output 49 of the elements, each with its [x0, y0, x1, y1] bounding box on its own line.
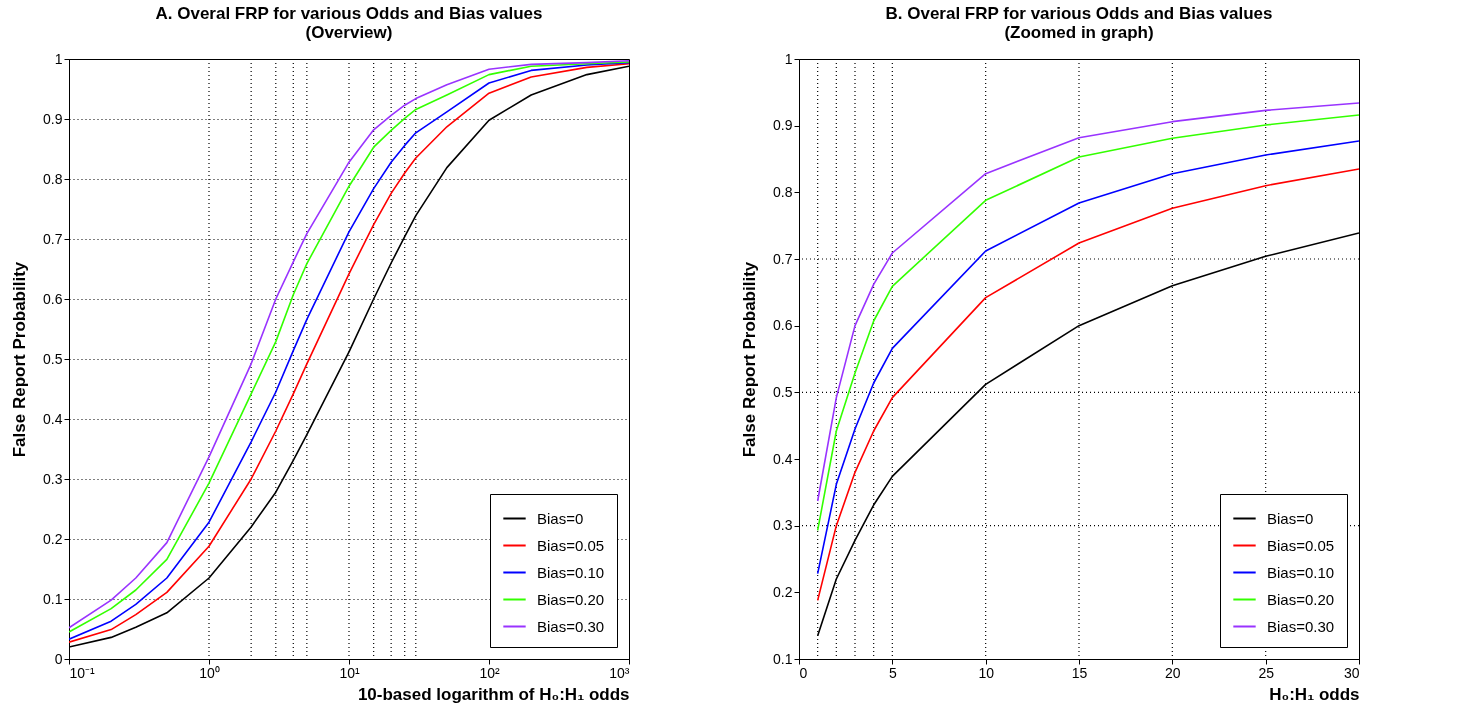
x-tick-label: 10⁻¹: [69, 664, 96, 681]
legend-label: Bias=0.10: [537, 563, 605, 581]
y-axis-title: False Report Probability: [740, 261, 760, 458]
y-tick-label: 0.7: [773, 250, 793, 267]
x-tick-label: 10²: [479, 664, 500, 681]
y-tick-label: 0.9: [43, 110, 63, 127]
y-tick-label: 0.3: [43, 470, 63, 487]
y-tick-label: 0.9: [773, 117, 793, 134]
y-tick-label: 0.1: [43, 590, 63, 607]
y-tick-label: 0.4: [773, 450, 793, 467]
y-tick-label: 0: [54, 650, 63, 667]
y-tick-label: 0.8: [773, 183, 793, 200]
y-tick-label: 0.8: [43, 170, 63, 187]
x-tick-label: 30: [1343, 664, 1360, 681]
y-tick-label: 0.5: [43, 350, 63, 367]
legend-label: Bias=0: [1267, 509, 1314, 527]
x-tick-label: 10: [978, 664, 995, 681]
y-tick-label: 1: [54, 50, 63, 67]
x-tick-label: 5: [888, 664, 897, 681]
x-tick-label: 10⁰: [199, 664, 220, 681]
y-tick-label: 0.6: [43, 290, 63, 307]
legend-label: Bias=0.30: [1267, 617, 1335, 635]
chart-title: A. Overal FRP for various Odds and Bias values (Overview): [155, 4, 543, 42]
x-tick-label: 10¹: [339, 664, 360, 681]
legend-label: Bias=0.10: [1267, 563, 1335, 581]
legend-label: Bias=0.20: [537, 590, 605, 608]
y-tick-label: 0.3: [773, 517, 793, 534]
y-tick-label: 0.2: [43, 530, 63, 547]
legend-label: Bias=0.05: [537, 536, 605, 554]
legend-label: Bias=0.30: [537, 617, 605, 635]
legend-label: Bias=0.05: [1267, 536, 1335, 554]
y-tick-label: 0.7: [43, 230, 63, 247]
x-axis-title: H₀:H₁ odds: [1269, 684, 1360, 704]
x-tick-label: 25: [1258, 664, 1275, 681]
x-axis-title: 10-based logarithm of H₀:H₁ odds: [357, 684, 630, 704]
x-tick-label: 20: [1165, 664, 1181, 681]
y-tick-label: 0.6: [773, 317, 793, 334]
y-tick-label: 0.2: [773, 583, 793, 600]
y-tick-label: 0.1: [773, 650, 793, 667]
legend-label: Bias=0: [537, 509, 584, 527]
y-tick-label: 0.4: [43, 410, 63, 427]
x-tick-label: 0: [799, 664, 808, 681]
x-tick-label: 15: [1071, 664, 1088, 681]
y-tick-label: 1: [784, 50, 793, 67]
chart-title: B. Overal FRP for various Odds and Bias values (Zoomed in graph): [885, 4, 1273, 42]
legend-label: Bias=0.20: [1267, 590, 1335, 608]
y-axis-title: False Report Probability: [10, 261, 30, 458]
x-tick-label: 10³: [609, 664, 630, 681]
y-tick-label: 0.5: [773, 383, 793, 400]
